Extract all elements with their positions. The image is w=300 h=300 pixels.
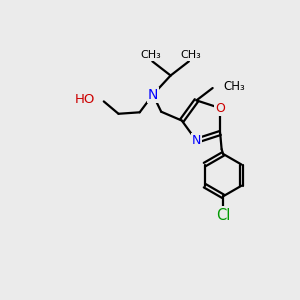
Text: HO: HO <box>75 93 95 106</box>
Text: N: N <box>192 134 201 147</box>
Text: N: N <box>148 88 158 102</box>
Text: CH₃: CH₃ <box>180 50 201 60</box>
Text: Cl: Cl <box>216 208 230 223</box>
Text: CH₃: CH₃ <box>224 80 246 93</box>
Text: CH₃: CH₃ <box>140 50 161 60</box>
Text: O: O <box>215 102 225 115</box>
